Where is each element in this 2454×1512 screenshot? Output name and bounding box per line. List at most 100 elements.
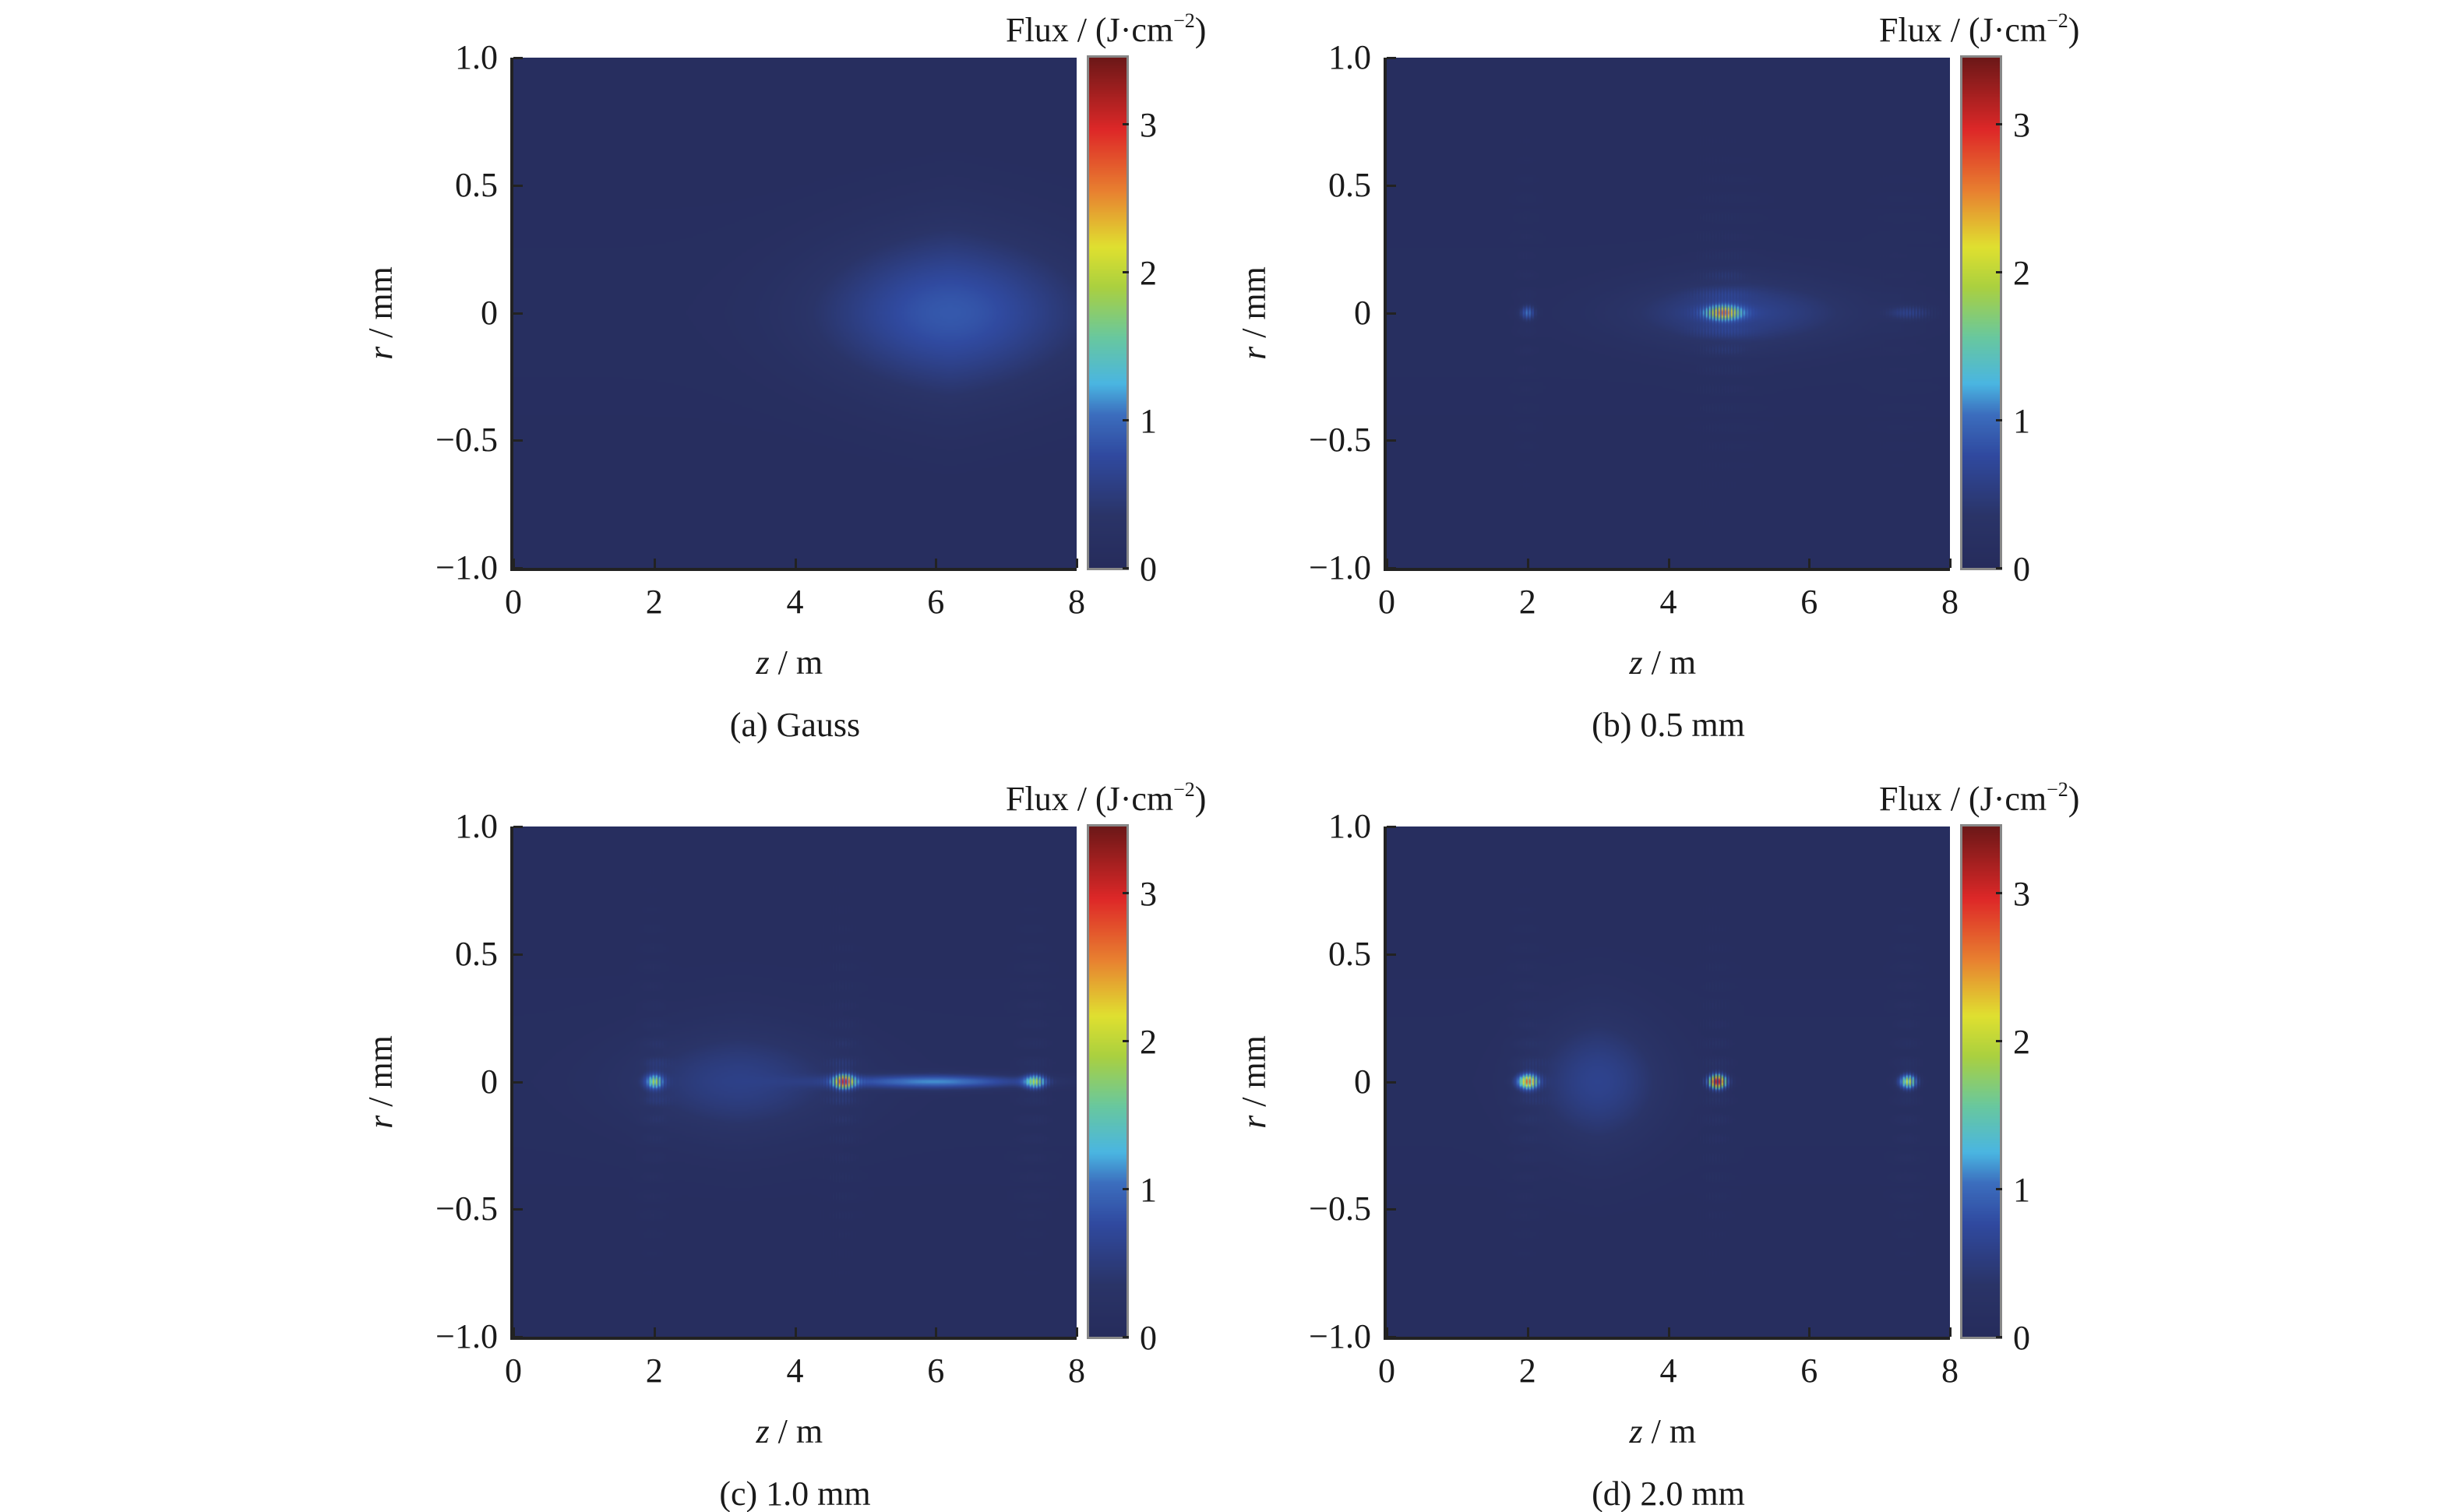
y-tick-label: 1.0 <box>455 807 498 845</box>
heatmap-image <box>1387 826 1950 1337</box>
colorbar-tick-label: 0 <box>2013 550 2030 588</box>
colorbar-title: Flux / (J·cm−2) <box>1879 780 2079 816</box>
x-tick-label: 0 <box>1378 583 1395 621</box>
colorbar-title: Flux / (J·cm−2) <box>1879 11 2079 48</box>
y-tick-label: −1.0 <box>435 548 498 587</box>
x-axis-unit: m <box>795 1412 823 1450</box>
y-axis-variable: r <box>1234 1115 1273 1129</box>
heatmap-image <box>513 826 1077 1337</box>
y-tick <box>1387 312 1396 315</box>
colorbar-title-end: ) <box>1194 11 1207 49</box>
colorbar-tick <box>1123 271 1129 274</box>
colorbar-tick <box>1996 1188 2002 1191</box>
colorbar-tick-label: 2 <box>1140 254 1157 293</box>
colorbar-tick-label: 2 <box>1140 1023 1157 1062</box>
colorbar-tick-label: 3 <box>2013 875 2030 914</box>
x-tick <box>1808 559 1811 568</box>
colorbar-tick-label: 0 <box>2013 1319 2030 1357</box>
y-axis-label: r / mm <box>1234 266 1273 360</box>
x-tick-label: 6 <box>927 583 945 621</box>
x-tick <box>1076 1327 1078 1337</box>
colorbar-tick-label: 0 <box>1140 550 1157 588</box>
colorbar-title-exponent: −2 <box>1173 9 1195 32</box>
colorbar-tick-label: 3 <box>1140 875 1157 914</box>
colorbar <box>1960 55 2002 570</box>
x-tick <box>653 559 656 568</box>
colorbar-tick <box>1996 123 2002 126</box>
x-tick <box>653 1327 656 1337</box>
x-tick <box>1386 559 1388 568</box>
colorbar-title-text: Flux / (J·cm <box>1006 780 1174 818</box>
colorbar-tick-label: 3 <box>2013 106 2030 145</box>
heatmap-plot-area <box>510 58 1077 571</box>
x-tick-label: 6 <box>1800 583 1818 621</box>
y-tick-label: 1.0 <box>1328 807 1371 845</box>
x-axis-variable: z <box>1629 1412 1643 1450</box>
colorbar-tick-label: 1 <box>2013 402 2030 441</box>
colorbar-tick-label: 1 <box>2013 1171 2030 1210</box>
colorbar-gradient <box>1089 826 1127 1337</box>
y-tick-label: −0.5 <box>435 421 498 460</box>
x-axis-label: z / m <box>1629 643 1697 682</box>
colorbar-tick <box>1996 1336 2002 1338</box>
colorbar-tick <box>1996 567 2002 569</box>
x-tick-label: 4 <box>1659 1352 1677 1390</box>
x-axis-label: z / m <box>756 643 823 682</box>
x-tick <box>1949 1327 1952 1337</box>
x-tick <box>1667 1327 1670 1337</box>
x-tick-label: 2 <box>645 583 663 621</box>
y-tick <box>513 1080 523 1084</box>
colorbar-tick-label: 1 <box>1140 402 1157 441</box>
x-tick-label: 8 <box>1941 1352 1959 1390</box>
panel-caption: (c) 1.0 mm <box>719 1475 871 1512</box>
y-tick <box>513 439 523 442</box>
x-axis-unit: m <box>1669 1412 1697 1450</box>
x-tick <box>935 1327 938 1337</box>
colorbar-gradient <box>1962 58 2000 568</box>
colorbar-tick <box>1996 1040 2002 1043</box>
x-tick-label: 0 <box>505 583 522 621</box>
y-tick <box>513 184 523 187</box>
x-tick-label: 6 <box>927 1352 945 1390</box>
y-tick-label: 0 <box>481 293 498 332</box>
y-tick-label: 0 <box>1354 1062 1371 1101</box>
panel-caption: (a) Gauss <box>729 706 861 744</box>
y-tick <box>1387 1208 1396 1211</box>
y-tick <box>1387 439 1396 442</box>
colorbar-tick <box>1123 1188 1129 1191</box>
x-tick <box>1949 559 1952 568</box>
colorbar-tick-label: 3 <box>1140 106 1157 145</box>
colorbar-title-text: Flux / (J·cm <box>1879 11 2047 49</box>
panel-caption: (d) 2.0 mm <box>1592 1475 1745 1512</box>
x-tick <box>1808 1327 1811 1337</box>
y-axis-unit: mm <box>361 1034 400 1089</box>
colorbar-tick-label: 2 <box>2013 254 2030 293</box>
heatmap-plot-area <box>1384 826 1950 1340</box>
colorbar-tick <box>1996 271 2002 274</box>
x-tick <box>935 559 938 568</box>
y-tick <box>1387 826 1396 828</box>
colorbar-title-end: ) <box>2068 11 2080 49</box>
colorbar-tick <box>1996 419 2002 422</box>
colorbar-title-exponent: −2 <box>2047 9 2068 32</box>
colorbar-title-end: ) <box>2068 780 2080 818</box>
colorbar-tick-label: 1 <box>1140 1171 1157 1210</box>
y-tick <box>1387 953 1396 956</box>
y-tick <box>1387 567 1396 569</box>
y-tick-label: −1.0 <box>435 1317 498 1355</box>
heatmap-image <box>1387 58 1950 568</box>
x-axis-label: z / m <box>756 1412 823 1450</box>
x-axis-unit: m <box>795 643 823 682</box>
y-axis-variable: r <box>361 346 400 360</box>
y-axis-variable: r <box>361 1115 400 1129</box>
x-tick-label: 8 <box>1068 583 1085 621</box>
y-axis-label: r / mm <box>361 1034 400 1129</box>
x-tick <box>513 1327 515 1337</box>
colorbar-title-exponent: −2 <box>2047 778 2068 801</box>
x-axis-variable: z <box>756 1412 770 1450</box>
y-tick <box>513 1336 523 1338</box>
colorbar-title-end: ) <box>1194 780 1207 818</box>
y-tick <box>1387 1336 1396 1338</box>
y-tick-label: −0.5 <box>1309 421 1371 460</box>
